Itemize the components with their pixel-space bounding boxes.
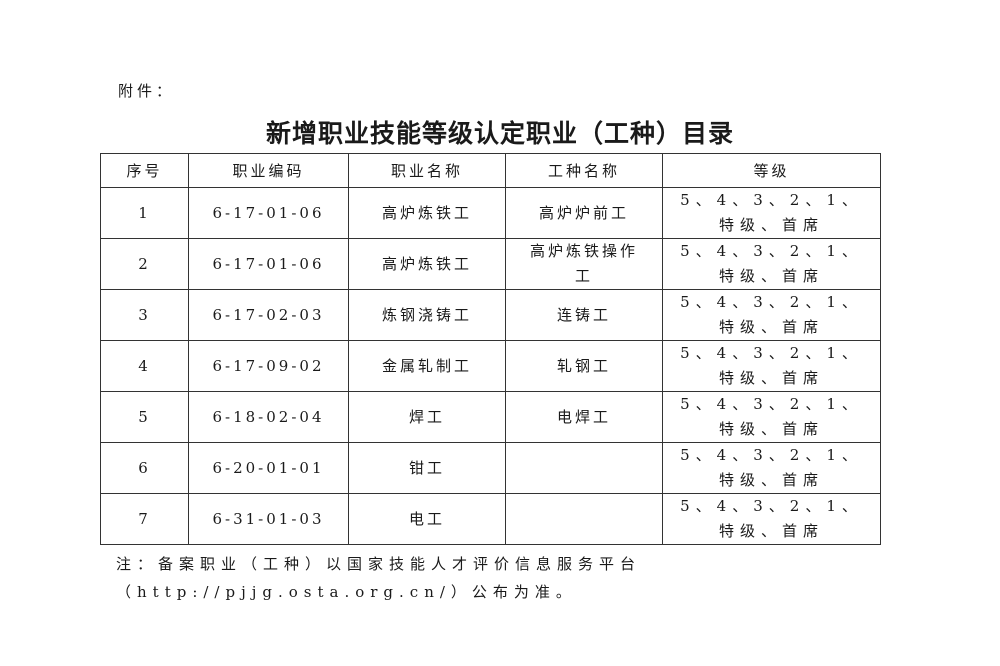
cell-code: 6-17-01-06: [188, 187, 349, 239]
level-line: 特级、首席: [718, 522, 824, 540]
cell-occupation: 高炉炼铁工: [348, 187, 506, 239]
cell-occupation: 电工: [348, 493, 506, 545]
level-line: 5、4、3、2、1、: [680, 242, 863, 260]
level-line: 特级、首席: [718, 369, 824, 387]
level-line: 特级、首席: [718, 267, 824, 285]
cell-code: 6-17-09-02: [188, 340, 349, 392]
cell-level: 5、4、3、2、1、 特级、首席: [662, 187, 881, 239]
occupation-table: 序号 职业编码 职业名称 工种名称 等级 1 6-17-01-06 高炉炼铁工 高炉炉前工 5、…: [100, 153, 881, 545]
level-line: 5、4、3、2、1、: [680, 191, 863, 209]
level-line: 5、4、3、2、1、: [680, 446, 863, 464]
cell-occupation: 金属轧制工: [348, 340, 506, 392]
cell-code: 6-20-01-01: [188, 442, 349, 494]
column-header: 等级: [662, 153, 881, 188]
footnote: 注：备案职业（工种）以国家技能人才评价信息服务平台 （http://pjjg.o…: [116, 550, 886, 606]
cell-number: 4: [100, 340, 189, 392]
cell-number: 2: [100, 238, 189, 290]
cell-level: 5、4、3、2、1、 特级、首席: [662, 340, 881, 392]
cell-work-type: 连铸工: [505, 289, 663, 341]
cell-number: 5: [100, 391, 189, 443]
table-header-row: 序号 职业编码 职业名称 工种名称 等级: [100, 153, 881, 188]
level-line: 特级、首席: [718, 471, 824, 489]
attachment-label: 附件：: [118, 82, 176, 100]
cell-occupation: 炼钢浇铸工: [348, 289, 506, 341]
level-line: 特级、首席: [718, 420, 824, 438]
cell-work-type: [505, 442, 663, 494]
cell-level: 5、4、3、2、1、 特级、首席: [662, 493, 881, 545]
column-header: 职业编码: [188, 153, 349, 188]
cell-number: 6: [100, 442, 189, 494]
level-line: 5、4、3、2、1、: [680, 395, 863, 413]
cell-number: 1: [100, 187, 189, 239]
footnote-line-2: （http://pjjg.osta.org.cn/）公布为准。: [116, 583, 577, 601]
cell-level: 5、4、3、2、1、 特级、首席: [662, 442, 881, 494]
level-line: 5、4、3、2、1、: [680, 293, 863, 311]
document-title: 新增职业技能等级认定职业（工种）目录: [265, 119, 734, 148]
cell-occupation: 高炉炼铁工: [348, 238, 506, 290]
cell-number: 3: [100, 289, 189, 341]
level-line: 特级、首席: [718, 216, 824, 234]
footnote-line-1: 注：备案职业（工种）以国家技能人才评价信息服务平台: [116, 555, 642, 573]
level-line: 特级、首席: [718, 318, 824, 336]
table-row: 5 6-18-02-04 焊工 电焊工 5、4、3、2、1、 特级、首席: [100, 391, 881, 443]
table-row: 1 6-17-01-06 高炉炼铁工 高炉炉前工 5、4、3、2、1、 特级、首席: [100, 187, 881, 239]
cell-number: 7: [100, 493, 189, 545]
cell-occupation: 钳工: [348, 442, 506, 494]
table-row: 3 6-17-02-03 炼钢浇铸工 连铸工 5、4、3、2、1、 特级、首席: [100, 289, 881, 341]
cell-work-type: 高炉炼铁操作工: [505, 238, 663, 290]
cell-level: 5、4、3、2、1、 特级、首席: [662, 238, 881, 290]
cell-occupation: 焊工: [348, 391, 506, 443]
cell-level: 5、4、3、2、1、 特级、首席: [662, 289, 881, 341]
cell-work-type: 高炉炉前工: [505, 187, 663, 239]
cell-code: 6-17-01-06: [188, 238, 349, 290]
table-row: 2 6-17-01-06 高炉炼铁工 高炉炼铁操作工 5、4、3、2、1、 特级、首席: [100, 238, 881, 290]
table-row: 6 6-20-01-01 钳工 5、4、3、2、1、 特级、首席: [100, 442, 881, 494]
cell-code: 6-17-02-03: [188, 289, 349, 341]
level-line: 5、4、3、2、1、: [680, 344, 863, 362]
cell-work-type: 电焊工: [505, 391, 663, 443]
cell-code: 6-18-02-04: [188, 391, 349, 443]
table-row: 4 6-17-09-02 金属轧制工 轧钢工 5、4、3、2、1、 特级、首席: [100, 340, 881, 392]
column-header: 工种名称: [505, 153, 663, 188]
cell-level: 5、4、3、2、1、 特级、首席: [662, 391, 881, 443]
column-header: 序号: [100, 153, 189, 188]
table-row: 7 6-31-01-03 电工 5、4、3、2、1、 特级、首席: [100, 493, 881, 545]
level-line: 5、4、3、2、1、: [680, 497, 863, 515]
column-header: 职业名称: [348, 153, 506, 188]
cell-work-type: 轧钢工: [505, 340, 663, 392]
cell-code: 6-31-01-03: [188, 493, 349, 545]
cell-work-type: [505, 493, 663, 545]
